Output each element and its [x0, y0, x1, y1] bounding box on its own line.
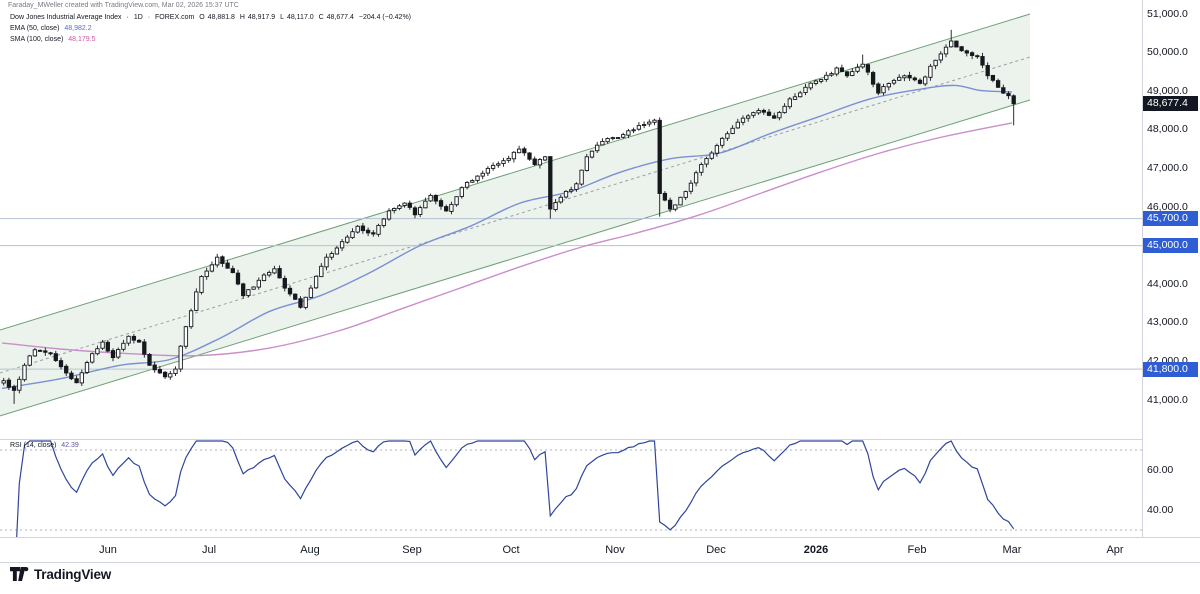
sma-value: 48,179.5 [68, 36, 96, 43]
price-tick-label: 46,000.0 [1147, 200, 1188, 213]
rsi-legend-row[interactable]: RSI (14, close) 42.39 [10, 442, 82, 449]
rsi-line [16, 440, 1015, 537]
legend-separator: · [147, 14, 151, 21]
sma-legend-row[interactable]: SMA (100, close) 48,179.5 [10, 36, 99, 43]
symbol-title: Dow Jones Industrial Average Index [10, 14, 122, 21]
change-value: −204.4 (−0.42%) [358, 14, 412, 21]
ema-legend-row[interactable]: EMA (50, close) 48,982.2 [10, 25, 95, 32]
symbol-exchange: FOREX.com [155, 14, 195, 21]
watermark-text: Faraday_MWeller created with TradingView… [8, 2, 239, 9]
time-axis-label: Oct [502, 544, 520, 556]
rsi-label: RSI (14, close) [10, 442, 57, 449]
price-tick-label: 49,000.0 [1147, 84, 1188, 97]
rsi-value: 42.39 [61, 442, 79, 449]
ema-label: EMA (50, close) [10, 25, 60, 32]
low-label: L [280, 14, 284, 21]
time-axis-label: Jul [201, 544, 217, 556]
trend-channel-upper-line [0, 13, 1031, 331]
time-axis[interactable]: Jun Jul Aug Sep Oct Nov Dec 2026 Feb Mar Apr [0, 537, 1200, 563]
open-value: 48,881.8 [207, 14, 235, 21]
sma-100-line [1, 122, 1013, 357]
price-tick-label: 43,000.0 [1147, 316, 1188, 329]
price-tick-label: 44,000.0 [1147, 277, 1188, 290]
trend-channel-mid-line [0, 56, 1031, 374]
tradingview-branding[interactable]: TradingView [10, 567, 111, 582]
price-level-badge: 45,700.0 [1142, 211, 1198, 227]
time-axis-label: Mar [1002, 544, 1022, 556]
rsi-tick-label: 60.00 [1147, 463, 1174, 476]
price-level-badge: 41,800.0 [1142, 361, 1198, 377]
tradingview-logo-icon [10, 567, 29, 581]
price-axis[interactable]: 51,000.0 50,000.0 49,000.0 48,000.0 47,000.0… [1142, 0, 1200, 563]
open-label: O [199, 14, 205, 21]
high-value: 48,917.9 [247, 14, 276, 21]
low-value: 48,117.0 [286, 14, 314, 21]
symbol-legend-row[interactable]: Dow Jones Industrial Average Index · 1D … [10, 14, 414, 21]
close-label: C [318, 14, 324, 21]
sma-label: SMA (100, close) [10, 36, 64, 43]
price-tick-label: 42,000.0 [1147, 355, 1188, 367]
rsi-tick-label: 40.00 [1147, 503, 1174, 516]
high-label: H [239, 14, 245, 21]
time-axis-label: Dec [706, 544, 726, 556]
time-axis-label: Sep [402, 544, 422, 556]
time-axis-label: Nov [605, 544, 625, 556]
price-tick-label: 48,000.0 [1147, 123, 1188, 136]
tradingview-logo-text: TradingView [34, 567, 112, 582]
price-level-badge: 45,000.0 [1142, 238, 1198, 254]
price-tick-label: 50,000.0 [1147, 46, 1188, 59]
close-value: 48,677.4 [326, 14, 354, 21]
ema-50-line [1, 84, 1013, 390]
ema-value: 48,982.2 [64, 25, 92, 32]
trend-channel-fill [0, 14, 1030, 416]
pane-divider[interactable] [0, 439, 1200, 440]
last-price-badge: 48,677.4 [1142, 96, 1198, 112]
main-chart-canvas[interactable] [0, 0, 1142, 439]
price-tick-label: 51,000.0 [1147, 7, 1188, 20]
trend-channel-lower-line [0, 99, 1031, 417]
time-axis-label: Feb [907, 544, 927, 556]
rsi-chart-canvas[interactable] [0, 439, 1142, 537]
time-axis-label: Jun [99, 544, 117, 556]
price-tick-label: 41,000.0 [1147, 393, 1188, 406]
time-axis-label: 2026 [803, 544, 829, 556]
price-axis-divider [1142, 0, 1143, 563]
symbol-interval[interactable]: 1D [133, 14, 143, 21]
legend-separator: · [126, 14, 129, 21]
time-axis-label: Aug [300, 544, 320, 556]
time-axis-label: Apr [1106, 544, 1124, 556]
price-tick-label: 47,000.0 [1147, 161, 1188, 174]
